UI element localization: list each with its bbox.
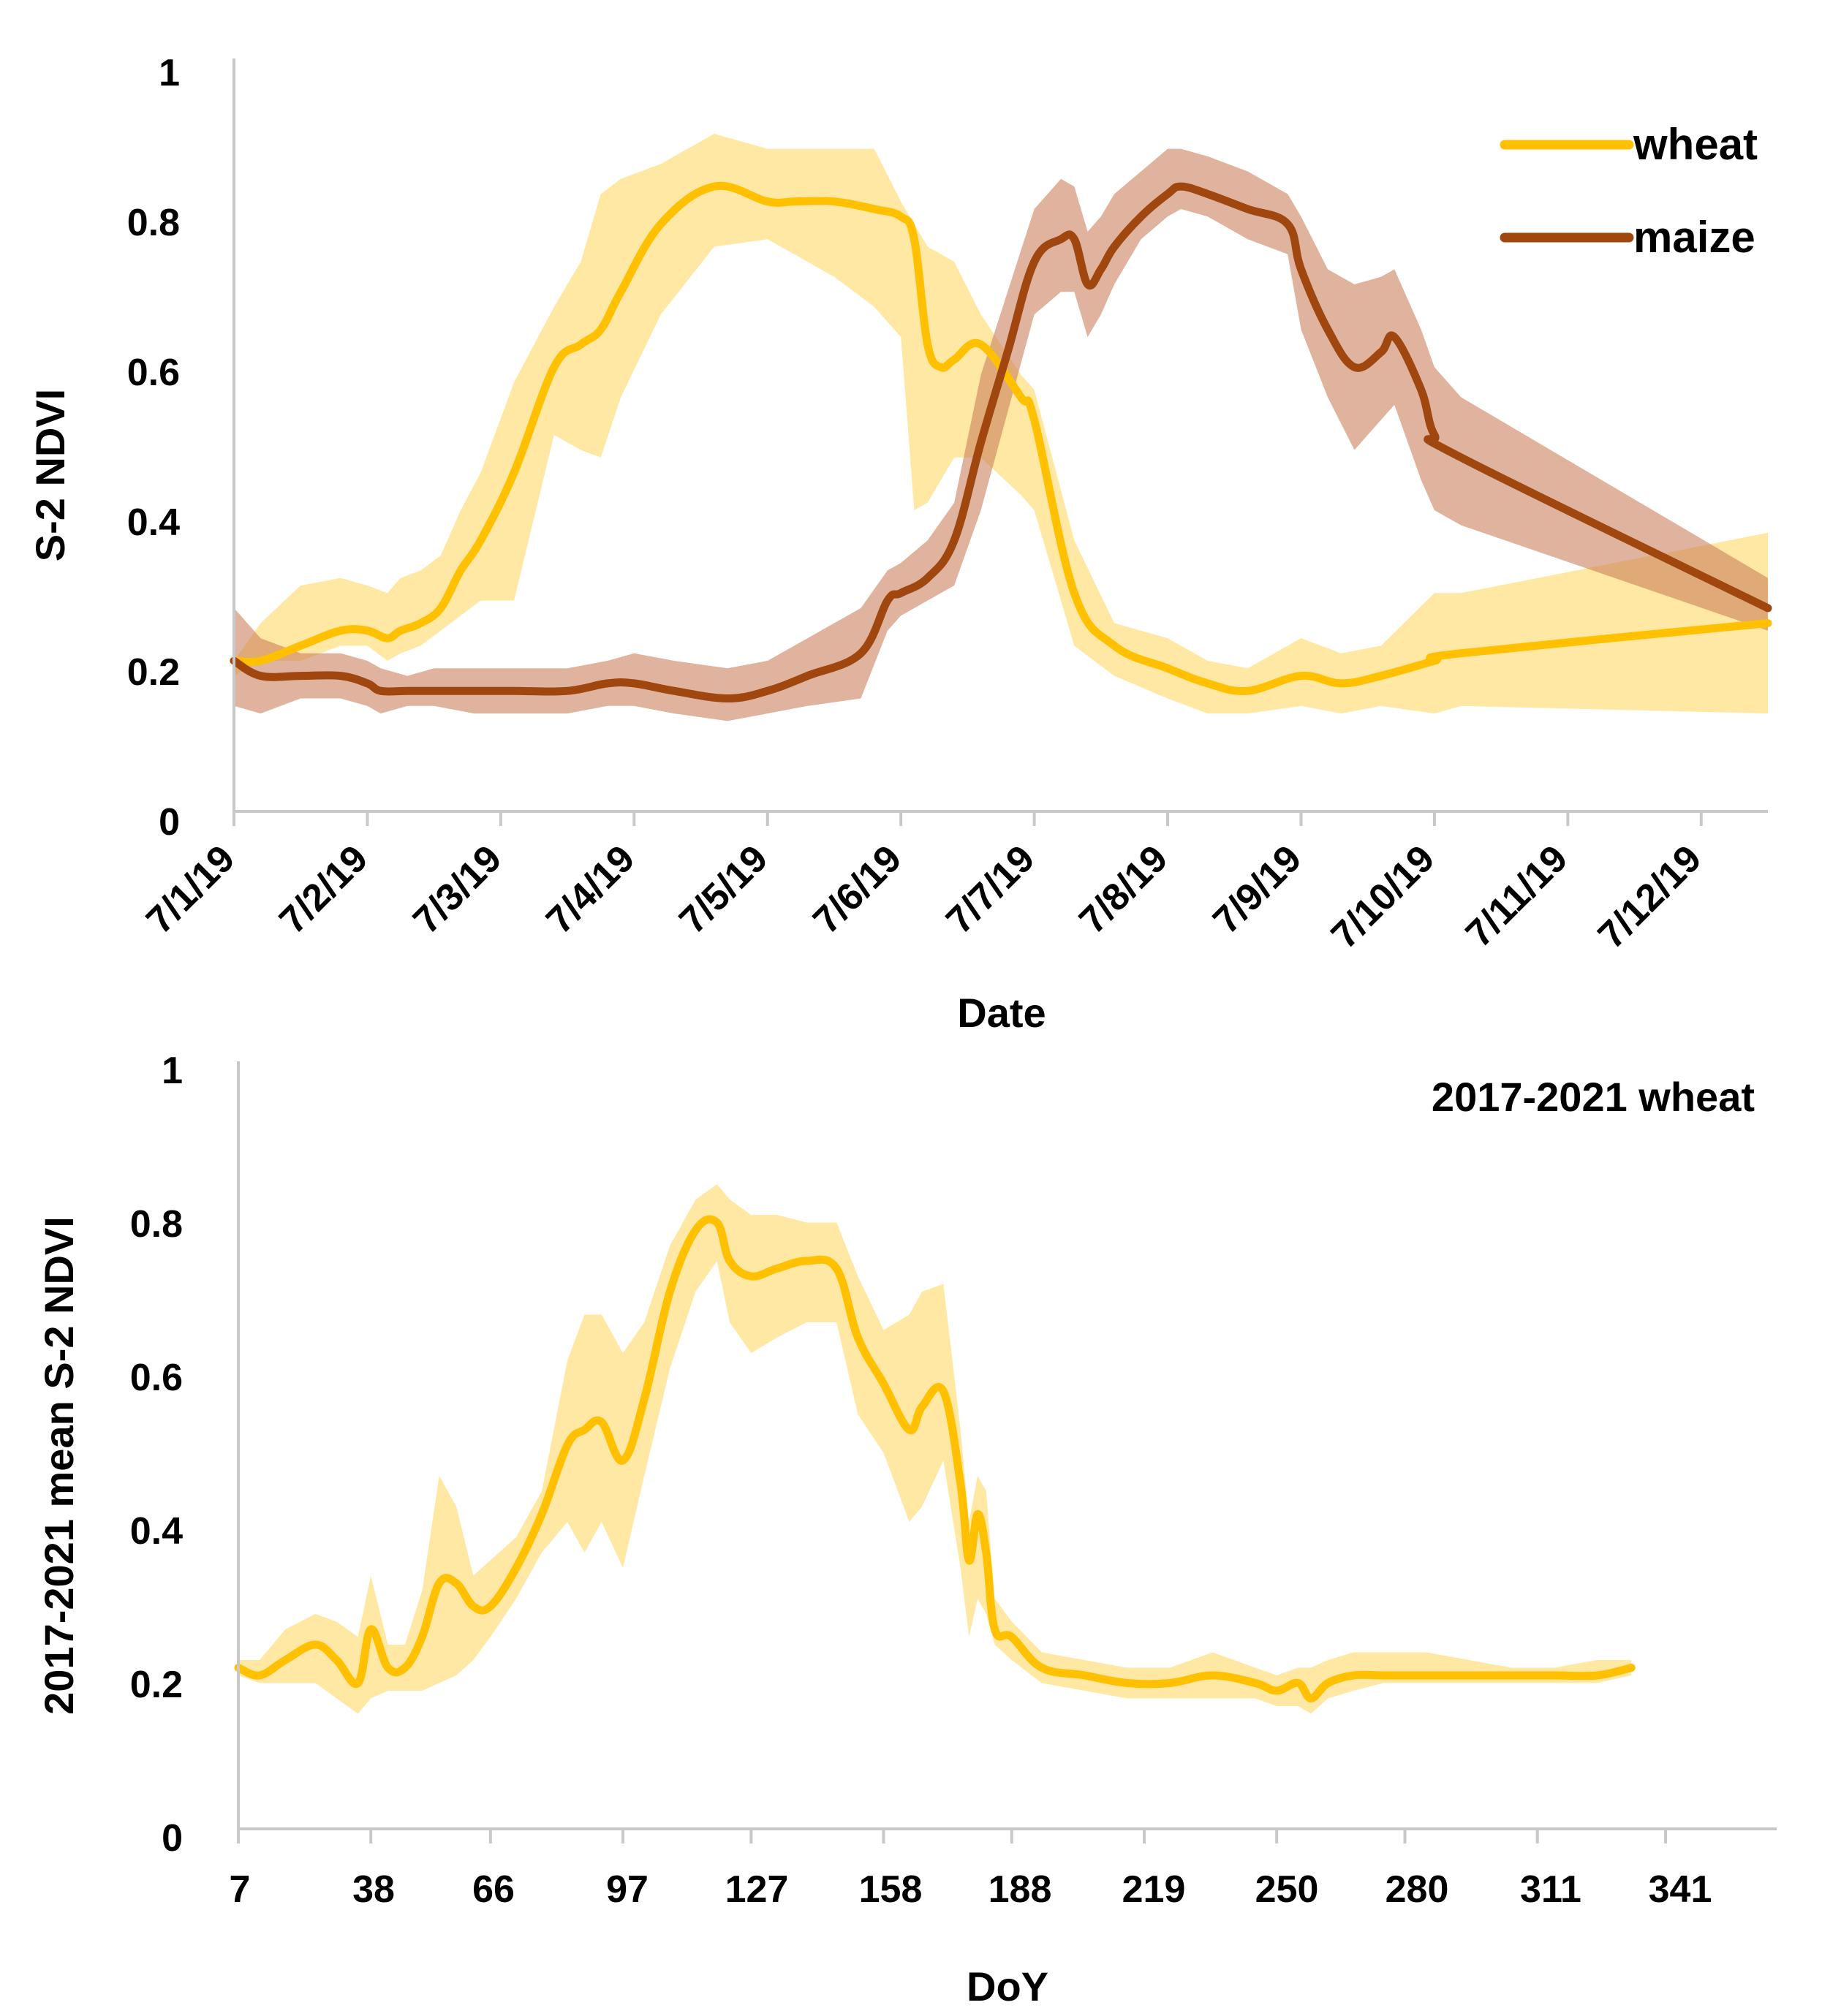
x-tick-label: 127 [725,1868,789,1911]
x-tick-label: 280 [1386,1868,1449,1911]
x-tick-labels: 7/1/19 7/2/19 7/3/19 7/4/19 7/5/19 7/6/1… [138,837,1709,957]
ndvi-lines [230,181,1772,702]
x-tick-label: 7/10/19 [1323,837,1443,957]
series-line-maize [230,182,1772,702]
x-tick-label: 7/1/19 [138,837,243,941]
x-tick-label: 7/7/19 [938,837,1043,941]
y-tick-labels: 0 0.2 0.4 0.6 0.8 1 [130,1050,183,1860]
y-tick-label: 0 [159,801,180,844]
y-tick-label: 0.2 [127,651,180,694]
x-tick-label: 341 [1649,1868,1712,1911]
y-tick-label: 0 [162,1817,183,1860]
x-tick-label: 7/4/19 [538,837,643,941]
ndvi-bands [234,134,1768,721]
x-tick-label: 66 [472,1868,515,1911]
y-tick-label: 0.8 [127,202,180,244]
ndvi-lines [234,1215,1636,1702]
ndvi-doy-chart: 0 0.2 0.4 0.6 0.8 1 7 38 66 97 127 158 1… [36,1050,1777,2009]
x-tick-label: 7/5/19 [671,837,776,941]
x-tick-label: 7 [230,1868,251,1911]
band-wheat [238,1184,1632,1714]
x-tick-label: 7/8/19 [1071,837,1176,941]
x-tick-label: 158 [859,1868,923,1911]
ndvi-date-chart: 0 0.2 0.4 0.6 0.8 1 7/1/19 7/2/19 7/3/19… [27,52,1772,1036]
y-tick-label: 0.6 [130,1357,183,1399]
y-tick-label: 1 [159,52,180,94]
y-tick-label: 0.4 [130,1510,183,1553]
x-tick-label: 7/11/19 [1458,837,1576,955]
x-tick-label: 7/12/19 [1590,837,1710,957]
x-tick-marks [237,1829,1668,1843]
y-tick-labels: 0 0.2 0.4 0.6 0.8 1 [127,52,180,844]
legend: wheat maize [1500,120,1758,262]
x-tick-label: 188 [989,1868,1052,1911]
x-tick-label: 250 [1255,1868,1319,1911]
x-tick-label: 38 [352,1868,395,1911]
chart-title: 2017-2021 wheat [1432,1074,1755,1120]
series-line-wheat [230,181,1772,696]
band-maize [234,148,1768,721]
x-tick-label: 97 [606,1868,649,1911]
x-axis-title: DoY [967,1963,1048,2009]
y-tick-label: 1 [162,1050,183,1092]
series-line-wheat [234,1215,1636,1702]
ndvi-bands [238,1184,1632,1714]
y-axis-title: 2017-2021 mean S-2 NDVI [36,1216,82,1715]
x-tick-label: 7/9/19 [1205,837,1309,941]
y-tick-label: 0.2 [130,1664,183,1706]
chart-axes [237,1061,1777,1830]
x-tick-labels: 7 38 66 97 127 158 188 219 250 280 311 3… [230,1868,1712,1911]
y-tick-label: 0.4 [127,501,180,544]
x-tick-label: 311 [1520,1868,1581,1911]
x-tick-label: 7/6/19 [805,837,910,941]
x-tick-label: 7/3/19 [405,837,510,941]
legend-label-wheat: wheat [1633,120,1758,169]
y-tick-label: 0.6 [127,352,180,394]
x-axis-title: Date [957,990,1046,1036]
x-tick-label: 7/2/19 [271,837,376,941]
y-tick-label: 0.8 [130,1203,183,1246]
y-axis-title: S-2 NDVI [27,389,73,562]
legend-label-maize: maize [1633,213,1755,262]
x-tick-label: 219 [1122,1868,1186,1911]
x-tick-marks [233,811,1703,826]
